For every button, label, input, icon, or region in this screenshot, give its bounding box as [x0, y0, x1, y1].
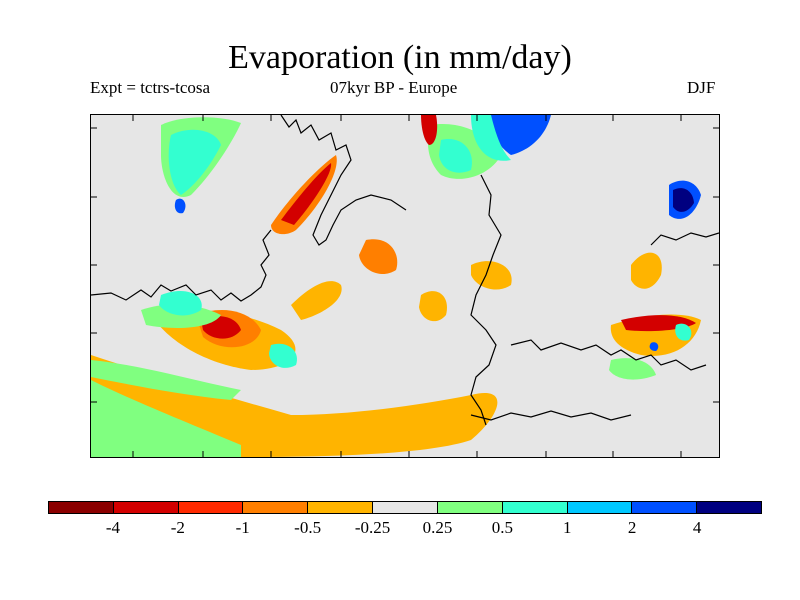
- colorbar-label: 4: [692, 518, 702, 537]
- map-panel: [90, 114, 720, 458]
- orange-patch-2: [359, 239, 398, 275]
- orange-patch-3: [419, 291, 447, 322]
- red-patch-north-sea: [421, 115, 438, 145]
- green-band-west: [91, 360, 241, 400]
- green-region-southwest: [91, 380, 241, 457]
- colorbar-swatch-2: [178, 502, 244, 513]
- orange-patch-4: [471, 261, 512, 290]
- colorbar-swatch-8: [567, 502, 633, 513]
- colorbar-label: -1: [235, 518, 250, 537]
- colorbar-swatch-4: [308, 502, 374, 513]
- evaporation-map: [91, 115, 719, 457]
- colorbar-label: 0.5: [491, 518, 513, 537]
- colorbar-swatch-5: [373, 502, 438, 513]
- cyan-patch-1: [159, 290, 202, 316]
- coastline-scandinavia: [280, 115, 407, 246]
- orange-patch-1: [291, 281, 342, 320]
- colorbar-label: -0.25: [354, 518, 391, 537]
- cyan-patch-2: [269, 343, 297, 368]
- green-region-coast: [141, 304, 221, 328]
- map-ticks: [91, 115, 719, 457]
- colorbar-label: 2: [627, 518, 637, 537]
- colorbar-swatch-9: [632, 502, 698, 513]
- red-band-north: [281, 163, 332, 225]
- colorbar-swatch-1: [113, 502, 179, 513]
- cyan-region-scandinavia: [439, 139, 472, 173]
- colorbar: [48, 501, 762, 514]
- colorbar-label: -0.5: [294, 518, 322, 537]
- coastline-britain: [91, 229, 272, 302]
- experiment-label: Expt = tctrs-tcosa: [90, 78, 211, 97]
- colorbar-swatch-0: [49, 502, 114, 513]
- colorbar-label: -2: [170, 518, 185, 537]
- coastline-mediterranean: [510, 339, 707, 371]
- period-region-label: 07kyr BP - Europe: [330, 78, 458, 97]
- coastline-north-africa: [470, 410, 632, 421]
- colorbar-label: -4: [105, 518, 120, 537]
- blue-patch-north: [174, 198, 186, 214]
- colorbar-label: 0.25: [422, 518, 453, 537]
- green-region-southeast: [609, 358, 656, 380]
- dark-blue-region-far-east: [673, 188, 694, 212]
- blue-region-northeast: [491, 115, 551, 155]
- colorbar-label: 1: [563, 518, 572, 537]
- colorbar-swatch-6: [437, 502, 503, 513]
- cyan-region-northeast: [471, 115, 511, 161]
- colorbar-swatch-3: [243, 502, 309, 513]
- colorbar-swatch-10: [697, 502, 761, 513]
- chart-title: Evaporation (in mm/day): [228, 39, 572, 76]
- cyan-patch-southeast: [675, 323, 692, 341]
- coastline-europe: [470, 174, 502, 426]
- coastline-east: [650, 232, 719, 246]
- colorbar-swatch-7: [502, 502, 568, 513]
- season-label: DJF: [687, 78, 716, 97]
- cyan-region-north: [168, 129, 221, 195]
- orange-region-east: [631, 252, 662, 289]
- blue-patch-southeast: [649, 342, 659, 351]
